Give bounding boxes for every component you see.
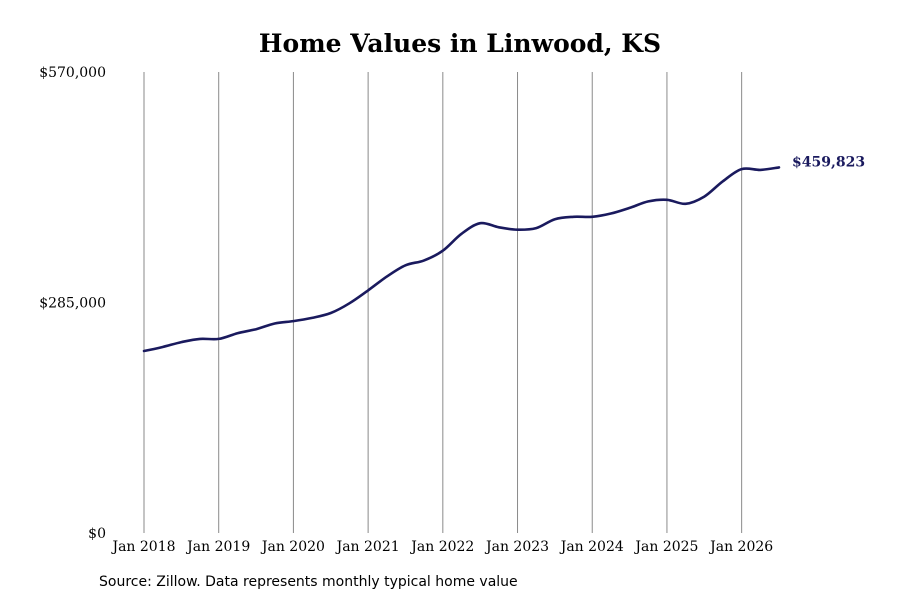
- grid-layer: [143, 72, 743, 533]
- x-tick-label: Jan 2020: [260, 539, 325, 555]
- y-axis-ticks: $0 $285,000 $570,000: [39, 65, 106, 542]
- x-tick-label: Jan 2024: [559, 539, 624, 555]
- x-tick-label: Jan 2019: [185, 539, 250, 555]
- series-line: [142, 166, 781, 353]
- y-tick-label: $285,000: [39, 296, 106, 312]
- y-tick-label: $0: [88, 526, 106, 542]
- x-tick-label: Jan 2023: [484, 539, 549, 555]
- source-note: Source: Zillow. Data represents monthly …: [99, 574, 518, 590]
- y-tick-label: $570,000: [39, 65, 106, 81]
- x-tick-label: Jan 2018: [110, 539, 175, 555]
- x-tick-label: Jan 2026: [708, 539, 773, 555]
- chart-title: Home Values in Linwood, KS: [259, 29, 661, 58]
- end-value-label: $459,823: [792, 154, 865, 170]
- x-axis-ticks: Jan 2018 Jan 2019 Jan 2020 Jan 2021 Jan 2022…: [110, 539, 773, 555]
- x-tick-label: Jan 2022: [409, 539, 474, 555]
- x-tick-label: Jan 2025: [633, 539, 698, 555]
- x-tick-label: Jan 2021: [335, 539, 400, 555]
